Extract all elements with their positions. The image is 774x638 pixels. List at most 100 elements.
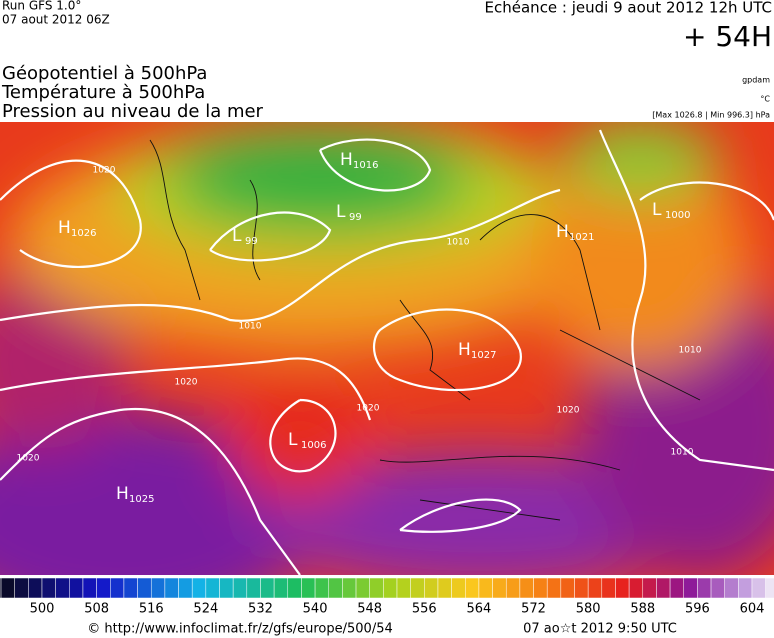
scale-swatch <box>601 577 616 599</box>
center-value: 1025 <box>129 494 154 505</box>
scale-swatch <box>765 577 774 599</box>
scale-swatch <box>451 577 466 599</box>
scale-swatch <box>246 577 261 599</box>
scale-swatch <box>355 577 370 599</box>
isobar-label: 1020 <box>93 166 116 176</box>
color-scale: 500 508 516 524 532 540 548 556 564 572 580 588 596 6… <box>0 577 774 617</box>
scale-tick-label: 548 <box>357 602 382 617</box>
scale-swatch <box>642 577 657 599</box>
scale-swatch <box>628 577 644 599</box>
scale-tick-label: 540 <box>303 602 328 617</box>
scale-swatch <box>396 577 411 599</box>
center-kind: H <box>340 150 353 170</box>
scale-swatch <box>574 577 589 599</box>
center-value: 99 <box>245 236 258 247</box>
scale-swatch <box>342 577 357 599</box>
scale-swatch <box>164 577 179 599</box>
center-value: 1021 <box>569 232 594 243</box>
scale-swatch <box>437 577 452 599</box>
scale-tick-label: 516 <box>139 602 164 617</box>
title: Pression au niveau de la mer <box>2 101 264 122</box>
scale-tick-label: 508 <box>84 602 109 617</box>
scale-swatch <box>669 577 684 599</box>
scale-swatch <box>41 577 56 599</box>
scale-swatch <box>191 577 207 599</box>
scale-swatch <box>615 577 630 599</box>
scale-swatch <box>478 577 493 599</box>
scale-swatch <box>55 577 70 599</box>
center-kind: L <box>652 200 662 220</box>
title: Température à 500hPa <box>1 82 205 103</box>
scale-swatch <box>383 577 398 599</box>
run-label: Run GFS 1.0° <box>2 0 81 13</box>
scale-swatch <box>287 577 302 599</box>
echeance: Echéance : jeudi 9 aout 2012 12h UTC <box>485 0 772 17</box>
isobar <box>399 498 522 533</box>
scale-swatch <box>738 577 753 599</box>
isobar <box>372 308 522 392</box>
scale-swatch <box>751 577 766 599</box>
scale-tick-label: 500 <box>30 602 55 617</box>
coastline <box>149 139 701 521</box>
scale-swatch <box>505 577 521 599</box>
scale-tick-label: 588 <box>630 602 655 617</box>
scale-swatch <box>69 577 84 599</box>
unit: gpdam <box>742 76 770 85</box>
scale-tick-label: 524 <box>193 602 218 617</box>
isobar-label: 1020 <box>357 404 380 414</box>
center-kind: H <box>458 340 471 360</box>
scale-swatch <box>110 577 125 599</box>
scale-swatch <box>546 577 562 599</box>
scale-swatch <box>205 577 220 599</box>
isobar <box>0 188 561 322</box>
scale-tick-label: 564 <box>467 602 492 617</box>
isobar-label: 1010 <box>447 238 470 248</box>
isobar <box>0 357 372 421</box>
scale-swatch <box>28 577 43 599</box>
unit: [Max 1026.8 | Min 996.3] hPa <box>652 111 770 120</box>
center-kind: H <box>116 484 129 504</box>
scale-swatch <box>96 577 111 599</box>
scale-swatch <box>724 577 739 599</box>
isobar <box>598 129 774 472</box>
scale-swatch <box>82 577 97 599</box>
isobar <box>0 159 142 268</box>
scale-swatch <box>533 577 548 599</box>
lead-time: + 54H <box>683 20 772 53</box>
scale-swatch <box>260 577 275 599</box>
center-kind: L <box>336 202 346 222</box>
isobar <box>0 407 301 575</box>
scale-swatch <box>587 577 603 599</box>
isobar <box>269 398 337 473</box>
scale-swatch <box>683 577 698 599</box>
isobar-label: 1020 <box>557 406 580 416</box>
scale-tick-label: 596 <box>685 602 710 617</box>
scale-swatch <box>123 577 138 599</box>
isobar-label: 1010 <box>679 346 702 356</box>
isobar-label: 1010 <box>239 322 262 332</box>
isobar-label: 1010 <box>671 448 694 458</box>
scale-swatch <box>519 577 534 599</box>
scale-swatch <box>424 577 439 599</box>
scale-swatch <box>369 577 384 599</box>
scale-swatch <box>301 577 316 599</box>
center-value: 1000 <box>665 210 690 221</box>
scale-swatch <box>273 577 289 599</box>
scale-swatch <box>492 577 507 599</box>
scale-swatch <box>560 577 575 599</box>
scale-swatch <box>697 577 712 599</box>
generated: 07 ao☆t 2012 9:50 UTC <box>523 622 677 637</box>
center-value: 1027 <box>471 350 496 361</box>
scale-tick-label: 556 <box>412 602 437 617</box>
scale-tick-label: 532 <box>248 602 273 617</box>
scale-swatch <box>0 577 15 599</box>
center-kind: L <box>232 226 242 246</box>
center-value: 1016 <box>353 160 378 171</box>
scale-swatch <box>150 577 166 599</box>
center-value: 99 <box>349 212 362 223</box>
run-time: 07 aout 2012 06Z <box>2 13 110 27</box>
scale-swatch <box>328 577 343 599</box>
scale-swatch <box>232 577 248 599</box>
